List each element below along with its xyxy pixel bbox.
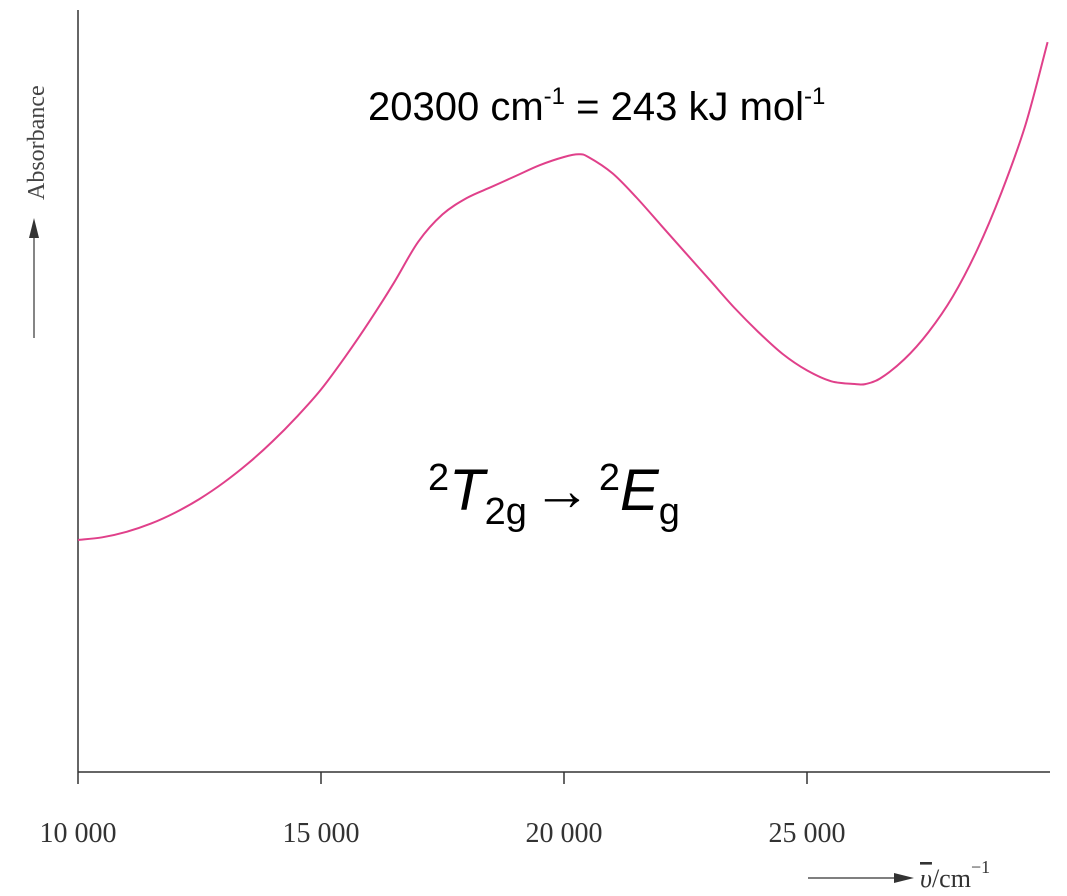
rhs-subscript: g: [659, 491, 680, 533]
energy-annotation: 20300 cm-1 = 243 kJ mol-1: [368, 83, 825, 129]
x-axis-label-exponent: −1: [971, 857, 990, 877]
y-axis-arrow-head: [29, 218, 39, 238]
x-axis-label-units: /cm: [932, 864, 971, 893]
rhs-term-letter: E: [620, 458, 660, 523]
x-axis-arrow-head: [894, 873, 914, 883]
x-axis-label-symbol: υ: [920, 864, 932, 893]
transition-arrow: →: [533, 458, 591, 523]
x-tick-label: 10 000: [40, 818, 117, 849]
transition-annotation: 2T2g → 2Eg: [428, 457, 680, 533]
x-ticks: [77, 772, 808, 784]
energy-exponent-2: -1: [804, 83, 825, 110]
lhs-subscript: 2g: [485, 491, 527, 533]
x-axis-label: υ/cm−1: [920, 857, 990, 893]
rhs-superscript: 2: [599, 457, 620, 499]
series-line: [77, 41, 1049, 541]
y-axis-label: Absorbance: [24, 85, 50, 200]
energy-value: 20300 cm: [368, 85, 544, 129]
x-tick-labels: 10 000 15 000 20 000 25 000: [40, 818, 846, 849]
x-tick-label: 25 000: [769, 818, 846, 849]
energy-equals: = 243 kJ mol: [565, 85, 804, 129]
lhs-superscript: 2: [428, 457, 449, 499]
lhs-term-letter: T: [449, 458, 488, 523]
energy-exponent-1: -1: [544, 83, 565, 110]
x-tick-label: 15 000: [283, 818, 360, 849]
x-tick-label: 20 000: [526, 818, 603, 849]
